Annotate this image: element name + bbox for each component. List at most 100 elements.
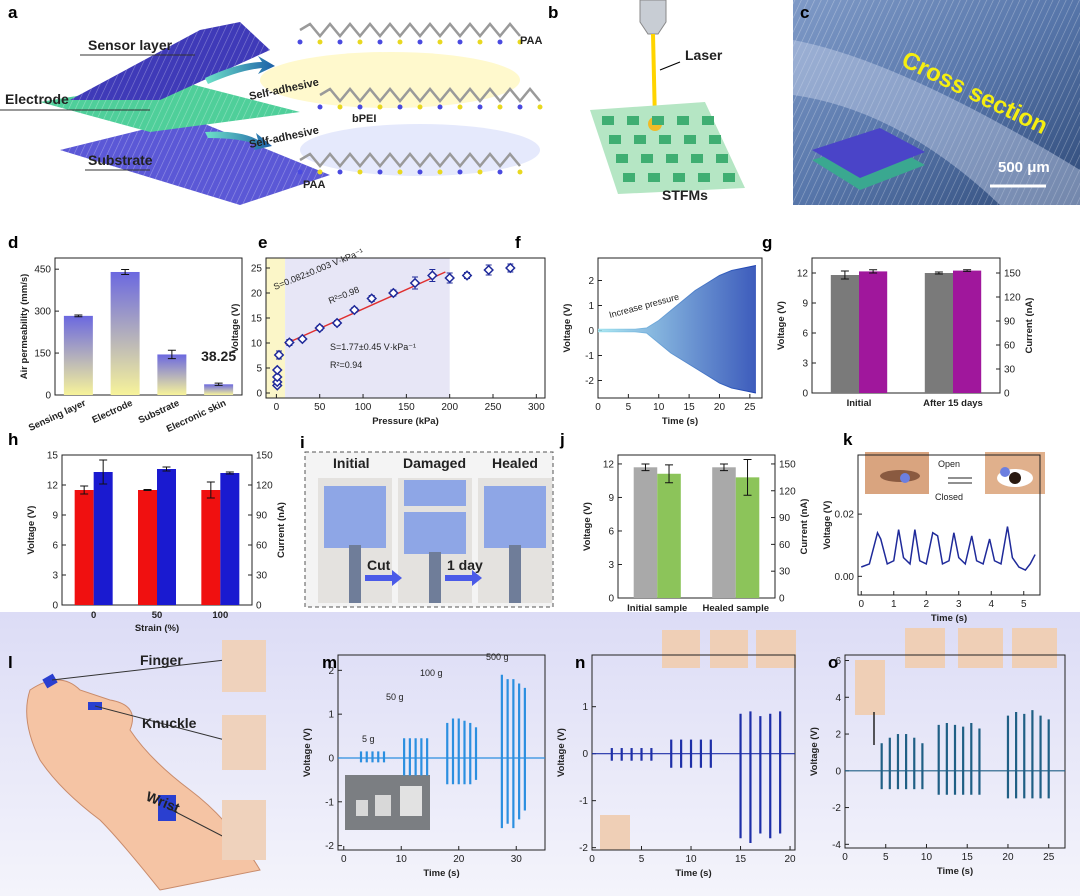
illustration-text: Substrate (88, 152, 153, 168)
x-tick-label: Electrode (91, 398, 135, 426)
bar (712, 467, 736, 598)
y2-tick-label: 60 (779, 540, 791, 551)
y-tick-label: 3 (52, 571, 58, 582)
x-tick-label: 20 (1002, 852, 1014, 863)
hand-illustration (26, 640, 266, 891)
y-tick-label: 5 (256, 364, 262, 375)
y2-tick-label: 90 (779, 513, 791, 524)
illustration-text: 500 μm (998, 159, 1050, 176)
panel-label: l (8, 653, 13, 672)
layer-illustration (0, 22, 540, 205)
panel-label: i (300, 433, 305, 452)
annotation: 5 g (362, 734, 375, 744)
y2-tick-label: 0 (256, 601, 262, 612)
chain (299, 152, 521, 168)
error-bar (963, 269, 972, 272)
x-tick-label: 5 (883, 852, 889, 863)
x-axis-label: Pressure (kPa) (372, 416, 439, 427)
mesh-square (634, 135, 646, 144)
data-point (409, 277, 421, 289)
mesh-square (677, 116, 689, 125)
y2-tick-label: 90 (1004, 317, 1016, 328)
illustration-text: Damaged (403, 455, 466, 471)
y-tick-label: 0 (582, 749, 588, 760)
illustration-text: PAA (303, 179, 325, 191)
x-tick-label: 0 (274, 402, 280, 413)
panel-label: f (515, 233, 521, 252)
panel-label: b (548, 3, 558, 22)
x-tick-label: 100 (355, 402, 372, 413)
mesh-square (627, 116, 639, 125)
error-bar (80, 485, 89, 495)
y-axis-label: Voltage (V) (230, 304, 241, 353)
y2-tick-label: 0 (1004, 389, 1010, 400)
atom (437, 169, 443, 175)
x-tick-label: Initial (847, 398, 872, 409)
x-tick-label: After 15 days (923, 398, 983, 409)
x-tick-label: 15 (684, 402, 696, 413)
y2-axis-label: Current (nA) (276, 502, 287, 558)
data-point (388, 287, 399, 299)
error-bar (214, 382, 223, 386)
y-tick-label: 0 (608, 594, 614, 605)
y-axis-label: Air permeability (mm/s) (19, 274, 30, 380)
y-tick-label: 150 (34, 349, 51, 360)
y-tick-label: 9 (802, 299, 808, 310)
y-tick-label: -1 (585, 351, 594, 362)
atom (397, 39, 403, 45)
error-bar (167, 349, 176, 360)
x-tick-label: 150 (398, 402, 415, 413)
data-point (444, 272, 455, 284)
error-bar (74, 314, 83, 318)
data-point (273, 349, 285, 361)
y2-tick-label: 0 (779, 594, 785, 605)
plot-frame (337, 654, 546, 851)
mesh-square (723, 173, 735, 182)
x-tick-label: 0 (858, 599, 864, 610)
data-point (461, 270, 473, 281)
y2-tick-label: 150 (779, 459, 796, 470)
atom (477, 169, 483, 175)
atom (437, 104, 443, 110)
annotation: 100 g (420, 668, 443, 678)
data-point (314, 322, 326, 334)
error-bar (743, 458, 752, 496)
y-tick-label: 0 (52, 601, 58, 612)
mesh-square (666, 154, 678, 163)
y-tick-label: 15 (47, 451, 59, 462)
data-point (271, 364, 283, 376)
x-tick-label: 10 (396, 854, 408, 865)
bar (74, 490, 94, 605)
x-axis-label: Time (s) (937, 866, 973, 877)
y-tick-label: 2 (835, 730, 841, 741)
laser-illustration (590, 0, 745, 194)
y-tick-label: 0 (256, 389, 262, 400)
shaded-region (285, 258, 450, 398)
y-axis-label: Voltage (V) (562, 304, 573, 353)
y2-tick-label: 30 (1004, 365, 1016, 376)
atom (417, 104, 423, 110)
illustration-text: Sensor layer (88, 37, 173, 53)
x-tick-label: 15 (735, 854, 747, 865)
data-point (349, 304, 360, 316)
sem-image (793, 0, 1080, 205)
bar (830, 275, 859, 393)
plot-frame (811, 257, 1001, 394)
x-tick-label: 25 (744, 402, 756, 413)
bar (924, 273, 953, 393)
x-axis-label: Time (s) (675, 868, 711, 879)
value-label: 38.25 (201, 348, 236, 364)
mesh-squares (602, 116, 735, 182)
atom (317, 39, 323, 45)
atom (497, 169, 503, 175)
panel-label: a (8, 3, 18, 22)
atom (497, 39, 503, 45)
panel-label: h (8, 430, 18, 449)
x-tick-label: 2 (923, 599, 929, 610)
x-tick-label: 200 (441, 402, 458, 413)
y2-tick-label: 60 (1004, 341, 1016, 352)
y-tick-label: -1 (579, 796, 588, 807)
atom (337, 169, 343, 175)
atom (457, 169, 463, 175)
y2-axis-label: Current (nA) (799, 499, 810, 555)
